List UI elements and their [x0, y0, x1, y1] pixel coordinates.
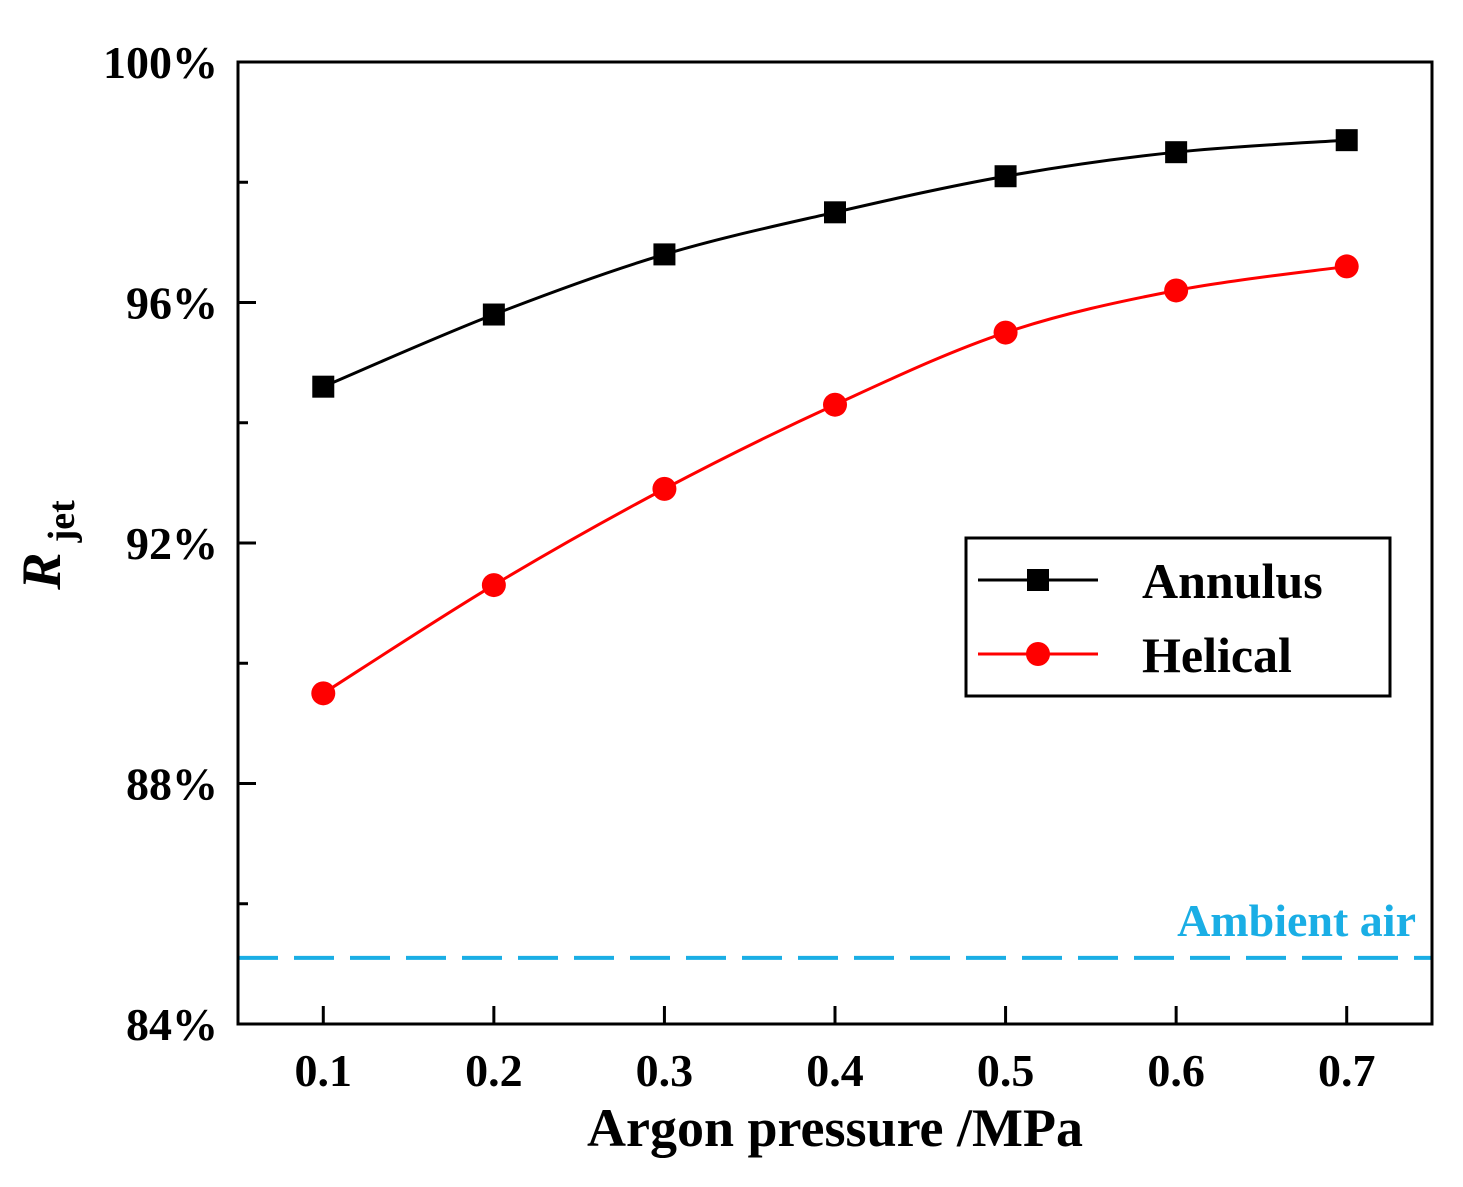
data-point-helical — [1334, 254, 1359, 279]
y-tick-label: 84% — [126, 999, 218, 1050]
legend-item-annulus: Annulus — [978, 553, 1323, 609]
reference-line-label: Ambient air — [1177, 895, 1416, 946]
data-point-helical — [823, 392, 847, 417]
legend-label-helical: Helical — [1142, 627, 1292, 683]
x-tick-label: 0.5 — [977, 1045, 1035, 1096]
legend-box — [964, 536, 1392, 698]
legend-label-annulus: Annulus — [1142, 553, 1323, 609]
data-point-annulus — [653, 243, 676, 266]
legend-item-helical: Helical — [978, 627, 1292, 683]
legend: Annulus Helical — [964, 536, 1392, 698]
series-annulus — [312, 129, 1358, 398]
y-tick-label: 96% — [126, 278, 218, 329]
y-tick-label: 92% — [126, 518, 218, 569]
x-tick-label: 0.1 — [295, 1045, 353, 1096]
data-point-helical — [311, 681, 336, 706]
x-tick-label: 0.7 — [1318, 1045, 1376, 1096]
data-point-helical — [993, 320, 1018, 345]
series-layer — [311, 129, 1359, 706]
data-point-annulus — [824, 201, 846, 224]
x-tick-label: 0.4 — [806, 1045, 864, 1096]
x-tick-label: 0.6 — [1147, 1045, 1205, 1096]
axes-layer: 84% 88% 92% 96% 100% 0.1 0.2 0.3 0.4 0.5 0.6 0.7 — [103, 37, 1375, 1096]
legend-marker-annulus — [1027, 569, 1049, 591]
data-point-annulus — [1165, 141, 1188, 164]
data-point-annulus — [994, 165, 1017, 188]
data-point-helical — [481, 573, 506, 598]
data-point-annulus — [1335, 129, 1358, 152]
data-point-annulus — [482, 303, 505, 326]
y-tick-label: 88% — [126, 759, 218, 810]
data-point-annulus — [312, 375, 335, 398]
data-point-helical — [1164, 278, 1189, 303]
legend-marker-helical — [1026, 642, 1050, 666]
y-axis-title: Rjet — [11, 500, 83, 591]
y-axis-title-main: R — [11, 552, 73, 590]
data-point-helical — [652, 476, 677, 501]
x-tick-label: 0.2 — [465, 1045, 523, 1096]
series-line-annulus — [322, 138, 1347, 389]
series-helical — [311, 254, 1359, 706]
y-axis-title-subscript: jet — [41, 500, 83, 544]
y-tick-label: 100% — [103, 37, 218, 88]
reference-layer: Ambient air — [238, 895, 1432, 960]
x-axis-title: Argon pressure /MPa — [587, 1098, 1083, 1158]
x-tick-label: 0.3 — [636, 1045, 694, 1096]
